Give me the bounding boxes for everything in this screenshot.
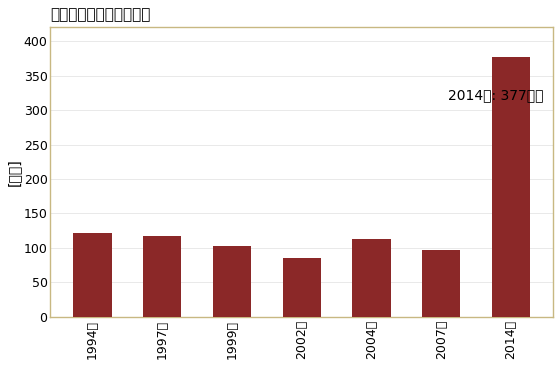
Bar (213, 246, 251, 317)
Bar (422, 250, 460, 317)
Bar (352, 239, 391, 317)
Text: 卸売業の年間商品販売額: 卸売業の年間商品販売額 (50, 7, 151, 22)
Bar (143, 236, 181, 317)
Bar (492, 57, 530, 317)
Bar (283, 258, 321, 317)
Bar (73, 233, 111, 317)
Y-axis label: [億円]: [億円] (7, 158, 21, 186)
Text: 2014年: 377億円: 2014年: 377億円 (447, 89, 543, 102)
